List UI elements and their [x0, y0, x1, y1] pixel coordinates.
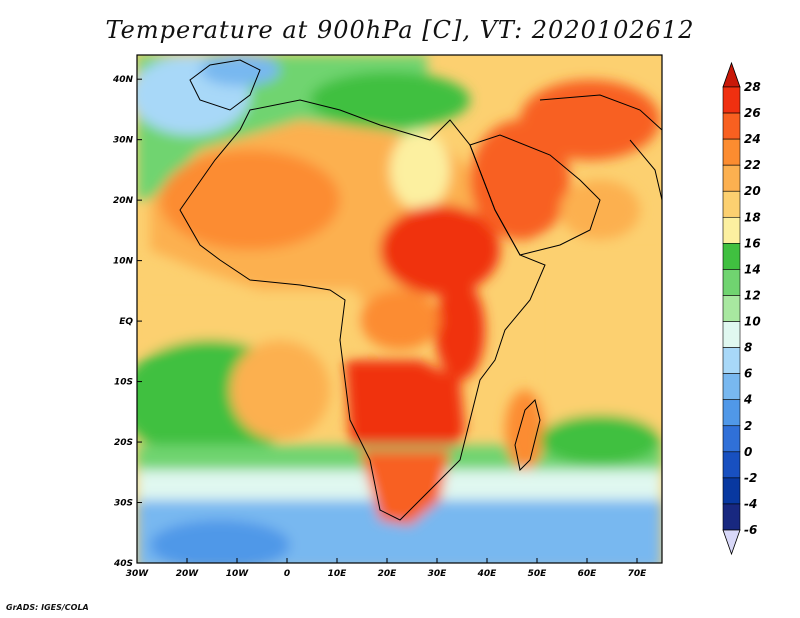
coastlines	[179, 59, 662, 521]
madagascar-coastline	[514, 399, 541, 472]
field-indian-ocean	[540, 240, 662, 430]
x-tick-label: 10E	[328, 569, 348, 579]
colorbar-swatch	[722, 112, 741, 140]
y-tick-label: 40S	[113, 559, 133, 569]
grads-credit: GrADS: IGES/COLA	[6, 603, 89, 612]
chart-title: Temperature at 900hPa [C], VT: 202010261…	[105, 16, 695, 44]
x-tick-label: 10W	[226, 569, 250, 579]
field-sudan	[380, 205, 500, 295]
europe-coastline	[189, 59, 261, 111]
colorbar-swatch	[722, 425, 741, 453]
y-tick-label: 10N	[113, 257, 134, 267]
field-south-deep-blue	[150, 520, 290, 563]
colorbar-label: 24	[744, 132, 761, 146]
colorbar-label: 4	[743, 393, 752, 407]
africa-coastline	[179, 99, 546, 521]
x-tick-label: 20E	[378, 569, 398, 579]
colorbar-swatch	[722, 86, 741, 114]
colorbar-label: 6	[744, 367, 752, 381]
colorbar-swatch	[722, 138, 741, 166]
y-tick-label: 10S	[114, 378, 133, 388]
field-cape	[360, 450, 450, 525]
colorbar-label: 2	[744, 419, 752, 433]
x-tick-label: 70E	[628, 569, 648, 579]
colorbar-label: -2	[744, 471, 757, 485]
middle-east-coastline	[539, 94, 662, 131]
colorbar-label: 18	[744, 210, 761, 224]
y-tick-label: EQ	[119, 317, 133, 327]
y-tick-label: 30S	[114, 499, 133, 509]
map-frame	[136, 54, 663, 564]
colorbar-label: 16	[744, 236, 761, 250]
colorbar-swatch	[722, 373, 741, 401]
y-tick-label: 20N	[113, 196, 134, 206]
colorbar-swatch	[722, 243, 741, 270]
colorbar-label: 22	[744, 158, 761, 172]
colorbar-label: 8	[744, 341, 752, 355]
colorbar-swatch	[722, 451, 741, 479]
colorbar-label: 26	[744, 106, 761, 120]
colorbar-swatch	[722, 321, 741, 348]
colorbar-label: 20	[744, 184, 761, 198]
y-tick-label: 40N	[112, 75, 134, 85]
field-persian-gulf	[560, 180, 640, 240]
colorbar-label: 28	[744, 80, 761, 94]
colorbar-swatch	[722, 216, 741, 244]
temperature-field	[137, 55, 662, 563]
colorbar-swatch	[722, 347, 741, 374]
colorbar-label: 14	[744, 262, 761, 276]
field-egypt	[390, 130, 450, 210]
y-tick-label: 20S	[114, 438, 133, 448]
field-mediterranean	[310, 72, 470, 128]
x-tick-label: 50E	[528, 569, 548, 579]
colorbar-swatch	[722, 503, 741, 531]
colorbar-swatch	[722, 399, 741, 427]
colorbar-label: -4	[744, 497, 757, 511]
x-tick-label: 60E	[578, 569, 598, 579]
x-tick-label: 30W	[126, 569, 150, 579]
y-tick-label: 30N	[113, 136, 134, 146]
colorbar-bottom-arrow	[722, 529, 741, 556]
field-equatorial-atlantic	[137, 290, 357, 350]
india-coastline	[629, 139, 662, 201]
field-north-cool	[200, 55, 280, 86]
axis-ticks: 30W 20W 10W 0 10E 20E 30E 40E 50E 60E 70E 40N 30N 20N…	[112, 75, 647, 579]
colorbar-label: 10	[744, 315, 761, 329]
colorbar-swatch	[722, 190, 741, 218]
colorbar-swatch	[722, 164, 741, 192]
x-tick-label: 20W	[176, 569, 200, 579]
x-tick-label: 0	[284, 569, 290, 579]
field-iran	[520, 80, 660, 160]
x-tick-label: 30E	[428, 569, 448, 579]
colorbar-swatch	[722, 269, 741, 296]
colorbar-label: 0	[744, 445, 752, 459]
colorbar-swatch	[722, 477, 741, 505]
colorbar-label: 12	[744, 288, 761, 302]
colorbar-label: -6	[744, 523, 757, 537]
colorbar-top-arrow	[722, 61, 741, 88]
field-congo	[360, 290, 440, 350]
field-east-africa	[435, 280, 485, 380]
field-south-atlantic-warm	[230, 340, 330, 440]
field-indian-south	[540, 415, 660, 465]
arabia-coastline	[469, 134, 601, 256]
colorbar-swatch	[722, 295, 741, 322]
field-madagascar	[505, 390, 545, 470]
x-tick-label: 40E	[477, 569, 498, 579]
